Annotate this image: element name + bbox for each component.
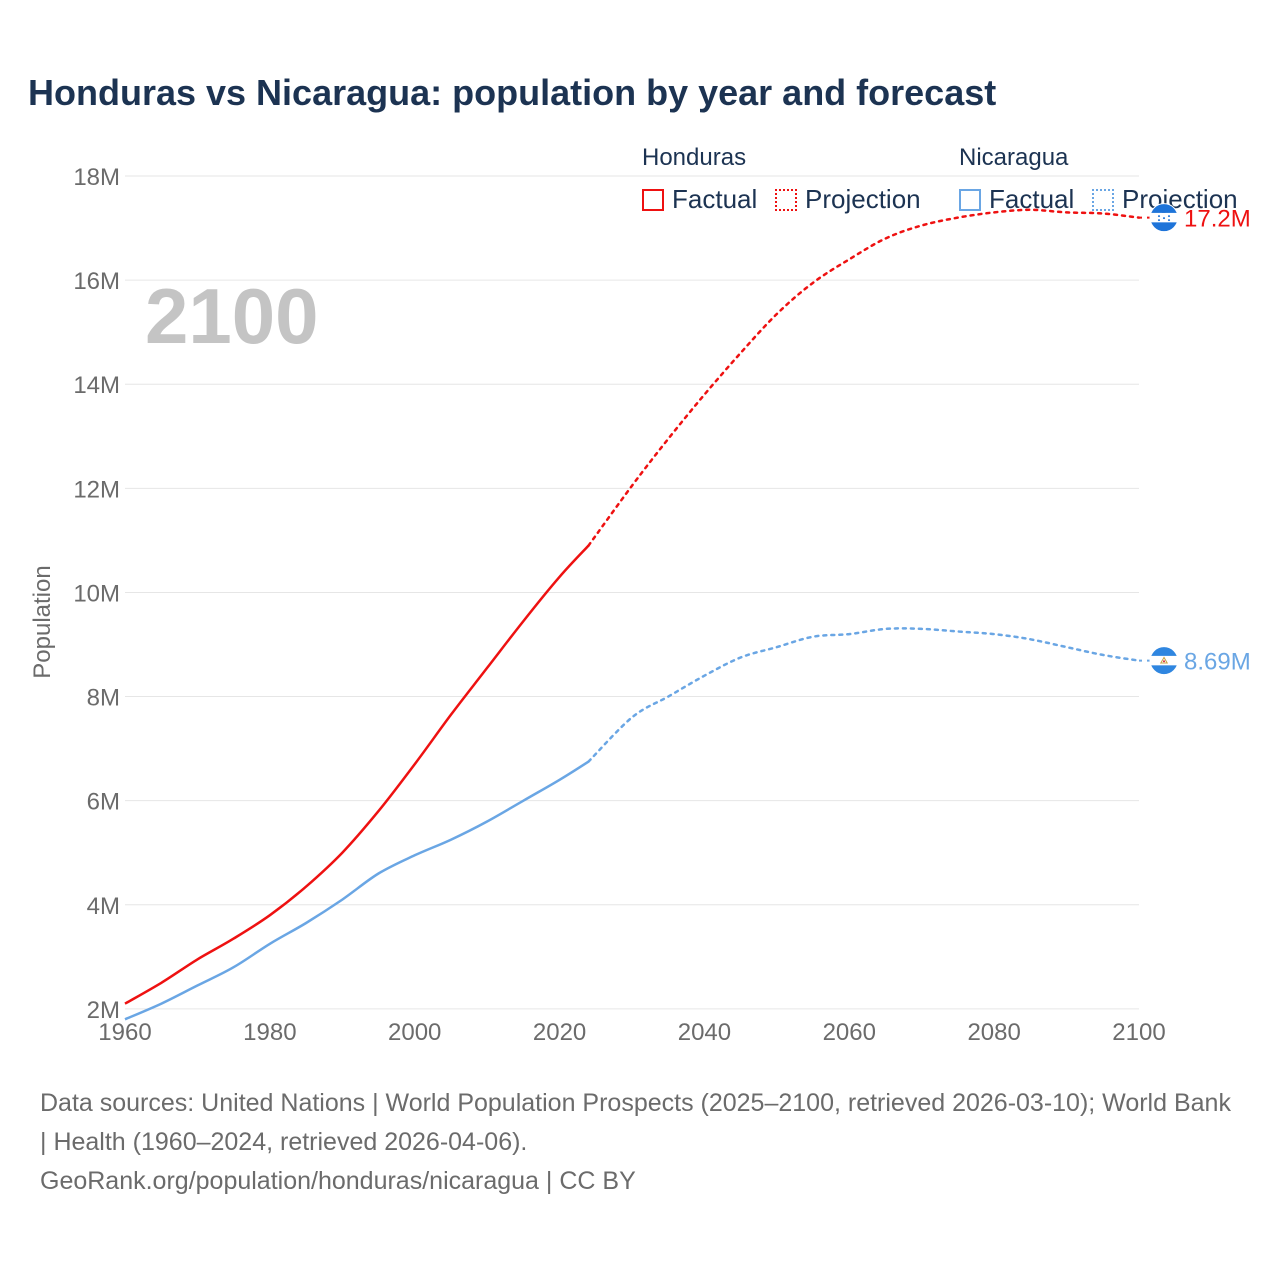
- legend-group-nicaragua: Nicaragua: [959, 144, 1069, 171]
- legend-group-honduras: Honduras: [642, 144, 747, 171]
- source-link[interactable]: GeoRank.org/population/honduras/nicaragu…: [40, 1167, 636, 1195]
- x-tick-label: 2000: [388, 1019, 441, 1046]
- y-tick-label: 10M: [73, 580, 120, 607]
- x-tick-label: 1960: [98, 1019, 151, 1046]
- page-title: Honduras vs Nicaragua: population by yea…: [28, 72, 997, 113]
- honduras-flag-icon: [1149, 203, 1179, 233]
- x-tick-label: 2100: [1112, 1019, 1165, 1046]
- y-tick-label: 18M: [73, 164, 120, 191]
- legend-nicaragua-factual[interactable]: Factual: [959, 184, 1074, 215]
- legend-nicaragua-projection[interactable]: Projection: [1092, 184, 1238, 215]
- nicaragua-projection-line: [587, 627, 1141, 763]
- nicaragua-factual-line: [124, 760, 590, 1021]
- nicaragua-end-value-label: 8.69M: [1184, 649, 1251, 676]
- y-tick-label: 12M: [73, 476, 120, 503]
- y-axis-title: Population: [29, 565, 56, 678]
- legend-honduras-factual[interactable]: Factual: [642, 184, 757, 215]
- legend-swatch-dotted-icon: [775, 188, 797, 211]
- data-sources-text: Data sources: United Nations | World Pop…: [40, 1089, 1231, 1156]
- legend-swatch-solid-icon: [642, 188, 664, 211]
- nicaragua-flag-icon: [1149, 646, 1179, 676]
- y-tick-label: 16M: [73, 268, 120, 295]
- y-tick-label: 6M: [87, 789, 120, 816]
- legend-honduras-projection[interactable]: Projection: [775, 184, 921, 215]
- x-tick-label: 2060: [823, 1019, 876, 1046]
- y-tick-label: 14M: [73, 372, 120, 399]
- x-tick-label: 1980: [243, 1019, 296, 1046]
- honduras-end-value-label: 17.2M: [1184, 206, 1251, 233]
- legend-label: Factual: [989, 184, 1075, 214]
- population-line-chart: 2100 Population 2M 4M 6M 8M 10M 12M 14M 16M 18M 1…: [29, 164, 1251, 1046]
- y-tick-label: 2M: [87, 997, 120, 1024]
- x-tick-label: 2080: [967, 1019, 1020, 1046]
- y-tick-label: 8M: [87, 685, 120, 712]
- legend-swatch-solid-icon: [959, 188, 981, 211]
- legend-swatch-dotted-icon: [1092, 188, 1114, 211]
- legend-label: Projection: [1122, 184, 1238, 214]
- current-year-watermark: 2100: [145, 272, 319, 360]
- x-tick-label: 2040: [678, 1019, 731, 1046]
- legend-label: Projection: [805, 184, 921, 214]
- honduras-factual-line: [124, 544, 590, 1005]
- legend-label: Factual: [672, 184, 758, 214]
- honduras-projection-line: [587, 208, 1141, 547]
- y-tick-label: 4M: [87, 893, 120, 920]
- footer: Data sources: United Nations | World Pop…: [40, 1084, 1240, 1201]
- x-tick-label: 2020: [533, 1019, 586, 1046]
